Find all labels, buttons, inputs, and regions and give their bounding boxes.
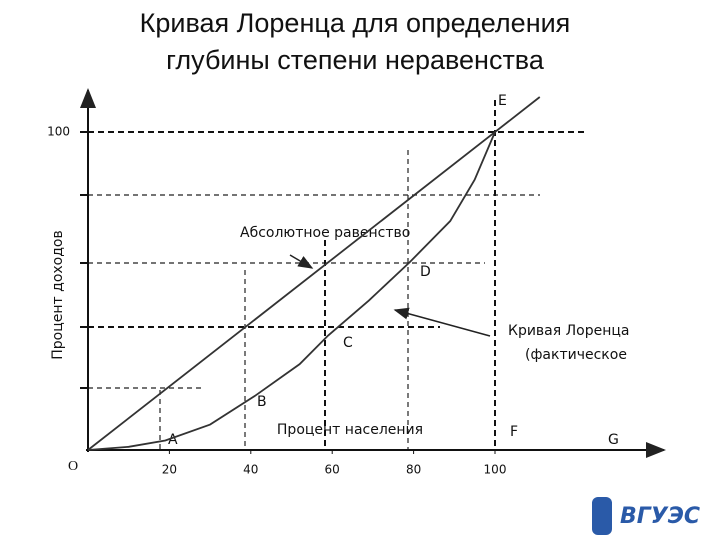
- guides: [80, 100, 540, 450]
- logo: ВГУЭС: [592, 497, 700, 535]
- y-tick-label: 100: [47, 125, 70, 139]
- origin-label: O: [68, 459, 78, 474]
- series-line: [87, 96, 541, 451]
- x-tick-label: 100: [484, 463, 507, 477]
- series-line: [87, 131, 496, 451]
- lorenz-label: Кривая Лоренца: [508, 323, 629, 339]
- title-line: глубины степени неравенства: [166, 45, 545, 75]
- point-label: D: [420, 264, 431, 280]
- x-axis-label: Процент населения: [277, 422, 423, 438]
- point-label: F: [510, 424, 518, 440]
- equality-label: Абсолютное равенство: [240, 225, 410, 241]
- point-label: E: [498, 93, 507, 109]
- logo-text: ВГУЭС: [620, 504, 700, 529]
- x-tick-label: 80: [406, 463, 421, 477]
- title-line: Кривая Лоренца для определения: [140, 8, 571, 38]
- x-tick-label: 40: [243, 463, 258, 477]
- annotation: (фактическое: [525, 347, 627, 363]
- point-label: C: [343, 335, 353, 351]
- x-tick-label: 60: [325, 463, 340, 477]
- arrow: [393, 307, 491, 337]
- y-axis-label: Процент доходов: [50, 230, 66, 359]
- point-label: B: [257, 394, 267, 410]
- x-tick-label: 20: [162, 463, 177, 477]
- point-label: A: [168, 432, 178, 448]
- arrow: [289, 254, 314, 269]
- point-label: G: [608, 432, 619, 448]
